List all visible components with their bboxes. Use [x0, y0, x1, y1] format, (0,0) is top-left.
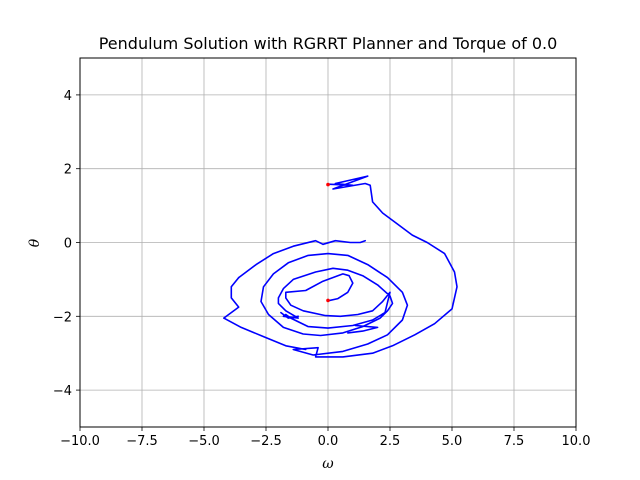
chart-title: Pendulum Solution with RGRRT Planner and…	[99, 34, 558, 53]
point-marker-1	[326, 182, 330, 187]
trajectory-series-5	[223, 276, 307, 351]
x-tick-label: −2.5	[250, 434, 282, 449]
x-tick-label: 7.5	[504, 434, 525, 449]
x-tick-label: 5.0	[442, 434, 463, 449]
y-tick-label: −2	[53, 310, 72, 325]
point-marker-2	[326, 298, 330, 303]
x-tick-label: −7.5	[126, 434, 158, 449]
y-tick-label: −4	[53, 384, 72, 399]
x-tick-label: 10.0	[562, 434, 591, 449]
trajectory-series-4	[237, 239, 324, 279]
trajectory-series-1	[260, 175, 458, 358]
y-tick-label: 2	[64, 163, 72, 178]
trajectory-series-6	[280, 311, 300, 319]
y-tick-label: 4	[64, 89, 72, 104]
x-tick-label: −10.0	[60, 434, 100, 449]
trajectory-series-2	[346, 324, 379, 334]
y-axis: −4 −2 0 2 4	[53, 89, 80, 399]
plot-area	[223, 175, 458, 358]
y-tick-label: 0	[64, 237, 72, 252]
y-axis-label: θ	[27, 238, 43, 247]
trajectory-series-3	[322, 239, 367, 246]
x-tick-label: 2.5	[380, 434, 401, 449]
x-axis-label: ω	[322, 456, 334, 472]
x-tick-label: −5.0	[188, 434, 220, 449]
x-axis: −10.0 −7.5 −5.0 −2.5 0.0 2.5 5.0 7.5 10.0	[60, 427, 590, 449]
x-tick-label: 0.0	[318, 434, 339, 449]
